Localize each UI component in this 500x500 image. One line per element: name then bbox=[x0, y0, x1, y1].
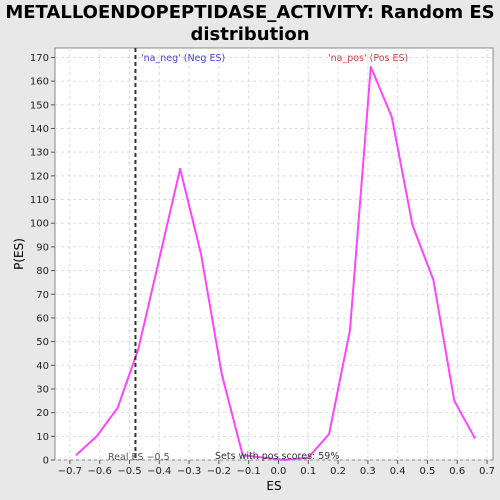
neg-es-annotation: 'na_neg' (Neg ES) bbox=[141, 53, 225, 64]
real-es-annotation: Real ES −0.5 bbox=[108, 452, 170, 463]
y-tick-label: 90 bbox=[36, 242, 49, 253]
chart-title-line-2: distribution bbox=[190, 24, 310, 45]
x-tick-label: 0.7 bbox=[479, 466, 495, 477]
y-tick-label: 10 bbox=[36, 432, 49, 443]
y-tick-label: 20 bbox=[36, 408, 49, 419]
x-tick-label: −0.6 bbox=[88, 466, 112, 477]
x-axis: −0.7 −0.6 −0.5 −0.4 −0.3 −0.2 −0.1 0.0 0.1 0.2 0.3… bbox=[58, 460, 495, 477]
pos-scores-annotation: Sets with pos scores: 59% bbox=[215, 451, 339, 462]
y-tick-label: 80 bbox=[36, 266, 49, 277]
x-tick-label: 0.6 bbox=[449, 466, 465, 477]
y-tick-label: 160 bbox=[30, 77, 49, 88]
pos-es-annotation: 'na_pos' (Pos ES) bbox=[328, 53, 408, 64]
x-tick-label: 0.2 bbox=[330, 466, 346, 477]
x-tick-label: −0.2 bbox=[207, 466, 231, 477]
x-tick-label: 0.1 bbox=[300, 466, 316, 477]
y-tick-label: 100 bbox=[30, 219, 49, 230]
x-tick-label: −0.5 bbox=[117, 466, 141, 477]
plot-area bbox=[54, 47, 494, 461]
y-axis-label: P(ES) bbox=[12, 238, 26, 270]
y-tick-label: 60 bbox=[36, 313, 49, 324]
y-tick-label: 140 bbox=[30, 124, 49, 135]
x-tick-label: 0.4 bbox=[390, 466, 406, 477]
y-axis: 0 10 20 30 40 50 60 70 80 90 100 110 120 130 140 150 160… bbox=[30, 53, 55, 467]
x-tick-label: 0.3 bbox=[360, 466, 376, 477]
es-distribution-line bbox=[75, 65, 476, 461]
y-tick-label: 40 bbox=[36, 361, 49, 372]
x-tick-label: 0.5 bbox=[419, 466, 435, 477]
series-group bbox=[75, 65, 476, 461]
y-tick-label: 130 bbox=[30, 148, 49, 159]
y-tick-label: 30 bbox=[36, 384, 49, 395]
y-tick-label: 110 bbox=[30, 195, 49, 206]
x-axis-label: ES bbox=[266, 479, 281, 493]
y-tick-label: 50 bbox=[36, 337, 49, 348]
chart-title: METALLOENDOPEPTIDASE_ACTIVITY: Random ES… bbox=[0, 2, 500, 46]
grid bbox=[55, 48, 493, 461]
x-tick-label: 0.0 bbox=[271, 466, 287, 477]
y-tick-label: 0 bbox=[43, 456, 49, 467]
y-tick-label: 70 bbox=[36, 290, 49, 301]
x-tick-label: −0.4 bbox=[147, 466, 171, 477]
x-tick-label: −0.1 bbox=[237, 466, 261, 477]
y-tick-label: 150 bbox=[30, 100, 49, 111]
chart-title-line-1: METALLOENDOPEPTIDASE_ACTIVITY: Random ES bbox=[5, 2, 495, 23]
y-tick-label: 120 bbox=[30, 171, 49, 182]
x-tick-label: −0.7 bbox=[58, 466, 82, 477]
y-tick-label: 170 bbox=[30, 53, 49, 64]
x-tick-label: −0.3 bbox=[177, 466, 201, 477]
